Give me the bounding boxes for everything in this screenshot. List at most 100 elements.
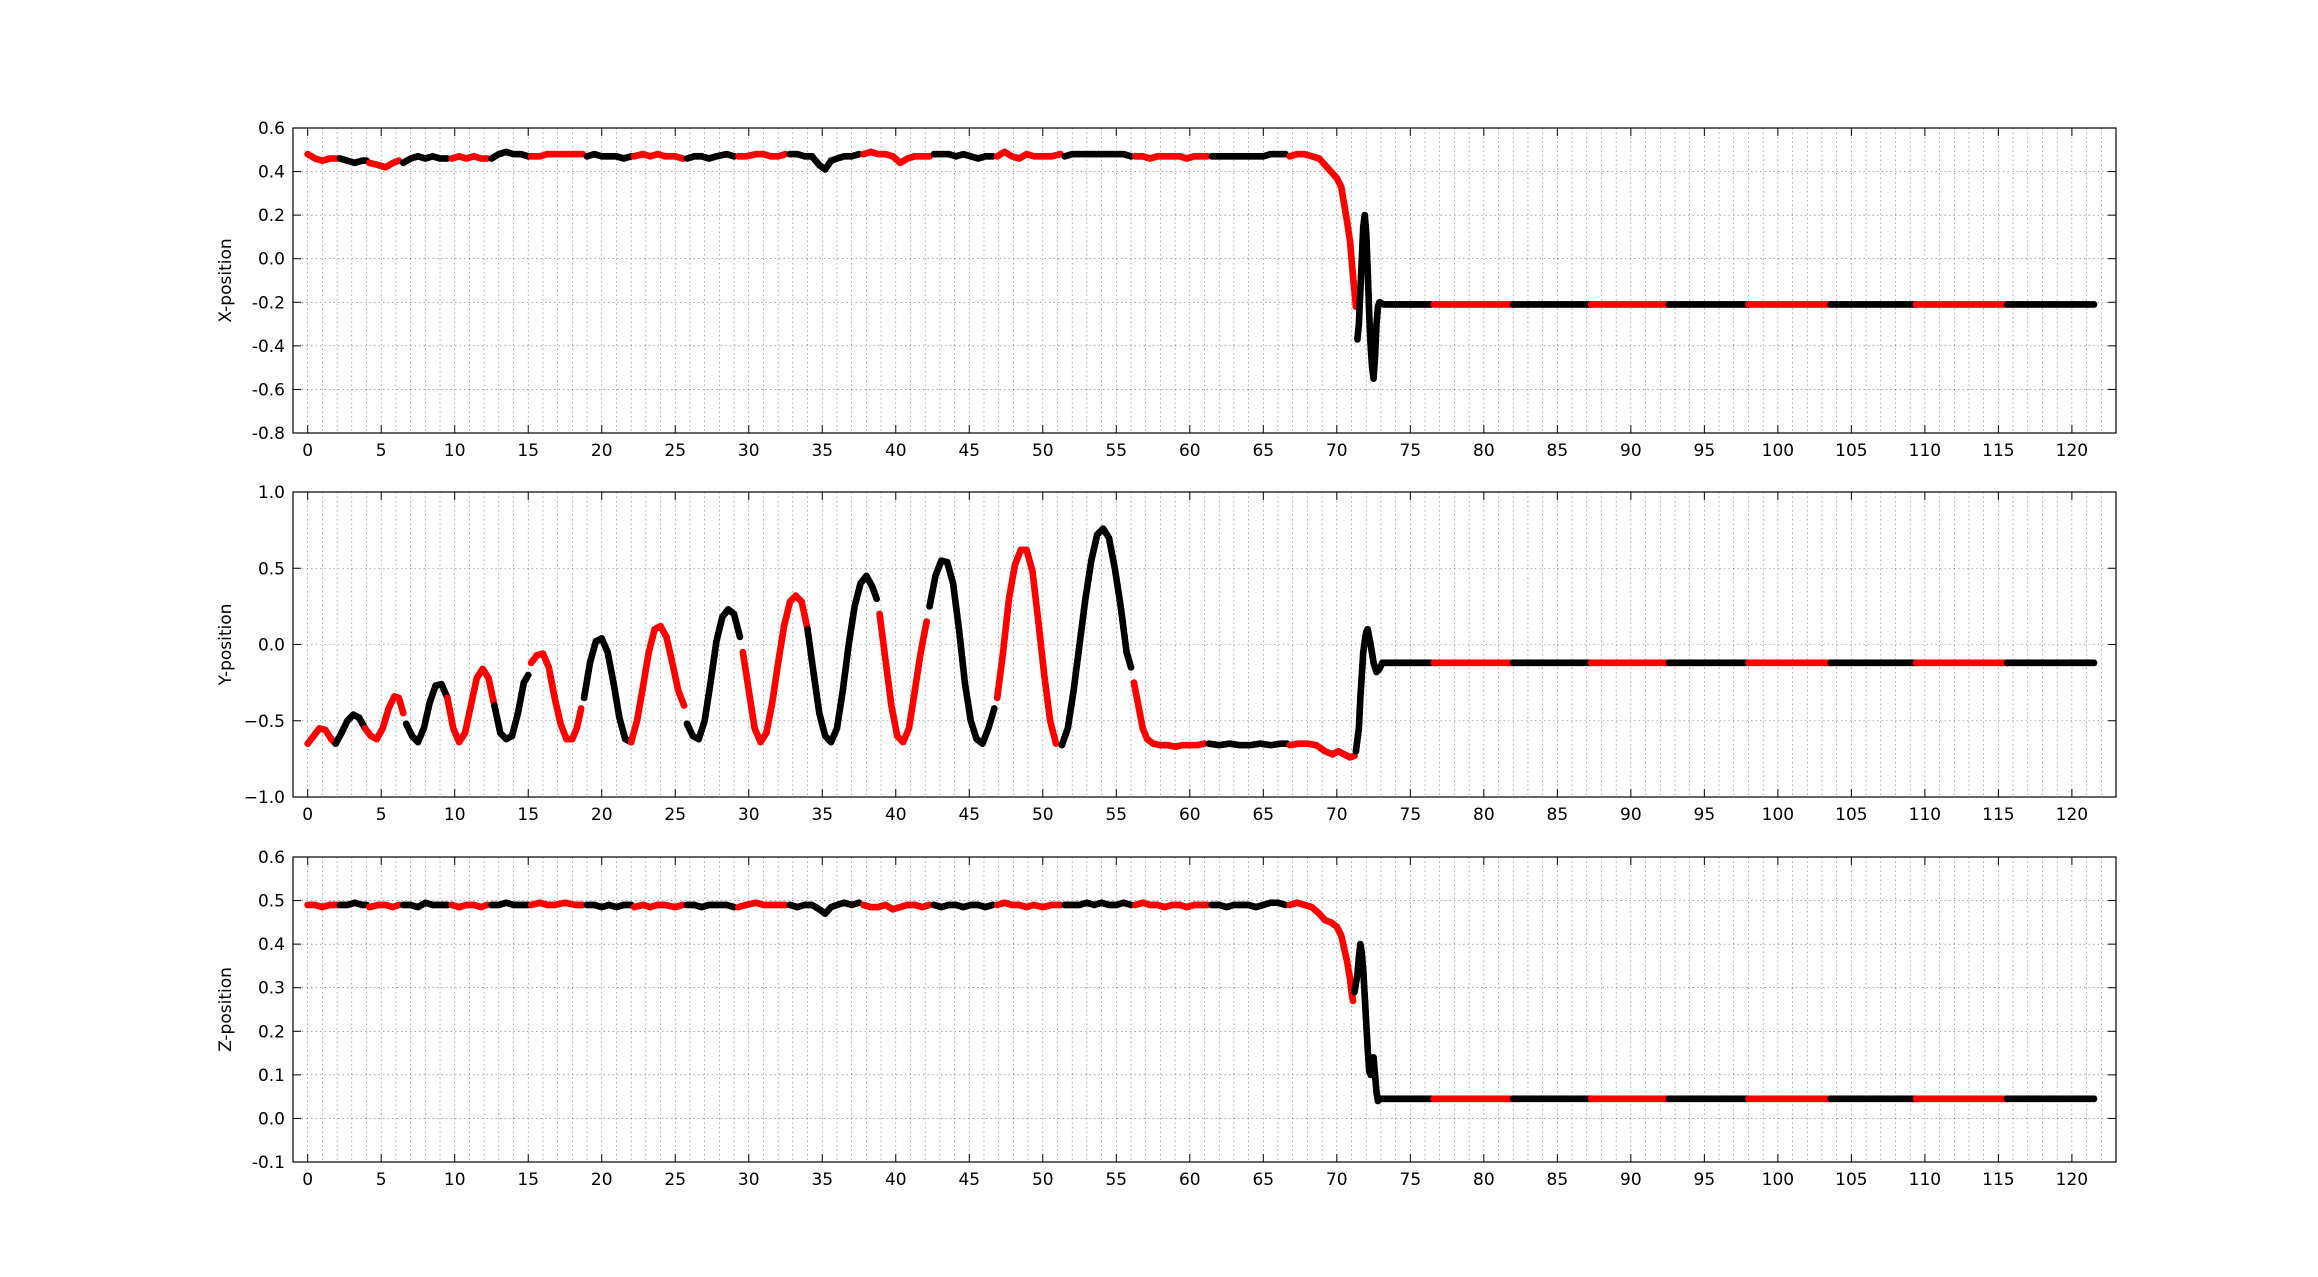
x-position-x-tick-label: 10 [444,441,466,461]
z-position-x-tick-label: 60 [1179,1170,1201,1190]
z-position-x-tick-label: 70 [1326,1170,1348,1190]
z-position-point [1349,997,1357,1005]
x-position-y-tick-label: -0.6 [252,380,285,400]
z-position-x-tick-label: 100 [1762,1170,1794,1190]
z-position-x-tick-label: 30 [738,1170,760,1190]
x-position-segment [1827,301,1920,308]
z-position-x-tick-label: 55 [1105,1170,1127,1190]
y-position-point [873,595,881,603]
x-position-segment [1509,301,1595,308]
x-position-y-axis: 0.6 0.4 0.2 0.0 -0.2 -0.4 -0.6 -0.8 [252,119,2116,444]
x-position-series [304,148,2098,382]
z-position-x-tick-label: 15 [517,1170,539,1190]
y-position-point [990,705,998,712]
z-position-y-tick-label: 0.5 [258,892,285,912]
y-position-segment [361,692,407,743]
z-position-x-tick-label: 50 [1032,1170,1054,1190]
z-position-segment [1745,1095,1835,1103]
z-position-x-tick-label: 65 [1252,1170,1274,1190]
z-position-y-tick-label: 0.4 [258,935,285,955]
z-position-x-tick-label: 85 [1547,1170,1569,1190]
y-position-segment [332,711,369,748]
y-position-segment [1509,659,1595,667]
z-position-x-tick-label: 75 [1400,1170,1422,1190]
y-position-y-tick-label: 0.0 [258,636,285,656]
x-position-segment [1286,150,1360,311]
y-position-x-tick-label: 75 [1400,805,1422,825]
x-position-x-tick-label: 5 [376,441,387,461]
x-position-segment [1587,301,1673,308]
x-position-segment [2003,301,2098,308]
z-position-x-tick-label: 90 [1620,1170,1642,1190]
y-position-x-tick-label: 70 [1326,805,1348,825]
z-position-segment [2003,1095,2098,1103]
y-position-x-tick-label: 35 [811,805,833,825]
z-position-segment [1509,1095,1595,1103]
x-position-y-tick-label: -0.8 [252,424,285,444]
x-position-segment [1132,152,1211,162]
z-position-x-tick-label: 110 [1909,1170,1941,1190]
y-position-segment [2003,659,2098,667]
x-position-y-tick-label: 0.4 [258,163,285,183]
x-position-x-tick-label: 35 [811,441,833,461]
x-position-segment [786,150,863,173]
y-position-segment [1587,659,1673,667]
x-position-segment [1430,301,1517,308]
y-position-segment [1430,659,1517,667]
z-position-x-tick-label: 0 [302,1170,313,1190]
y-position-point [680,702,688,709]
x-position-y-tick-label: 0.6 [258,119,285,139]
y-position-point [736,633,744,641]
y-position-x-tick-label: 30 [738,805,760,825]
x-position-y-tick-label: -0.4 [252,337,285,357]
x-position-x-tick-label: 60 [1179,441,1201,461]
y-position-point [2090,659,2098,667]
x-position-x-tick-label: 70 [1326,441,1348,461]
y-position-series [304,525,2098,761]
x-position-grid [292,127,2117,434]
z-position-segment [1587,1095,1673,1103]
y-position-x-tick-label: 105 [1835,805,1867,825]
z-position-x-tick-label: 120 [2056,1170,2088,1190]
x-position-x-tick-label: 55 [1105,441,1127,461]
y-position-segment [1745,659,1835,667]
x-position-x-tick-label: 30 [738,441,760,461]
y-position-x-tick-label: 90 [1620,805,1642,825]
y-position-x-tick-label: 120 [2056,805,2088,825]
y-position-x-tick-label: 60 [1179,805,1201,825]
x-position-x-tick-label: 115 [1982,441,2014,461]
y-position-grid [292,491,2117,798]
x-position-segment [366,157,403,171]
y-position-y-axis-label: Y-position [216,604,236,687]
x-position-x-tick-label: 0 [302,441,313,461]
x-position-x-tick-label: 25 [664,441,686,461]
x-position-x-tick-label: 50 [1032,441,1054,461]
y-position-x-tick-label: 0 [302,805,313,825]
x-position-segment [993,148,1064,162]
x-position-x-tick-label: 90 [1620,441,1642,461]
z-position-x-tick-label: 105 [1835,1170,1867,1190]
y-position-x-tick-label: 5 [376,805,387,825]
y-position-segment [1827,659,1920,667]
y-position-point [524,671,532,679]
x-position-segment [1354,211,1435,382]
x-position-segment [930,150,997,162]
y-position-y-tick-label: −1.0 [244,788,285,808]
x-position-segment [583,150,635,162]
x-position-x-tick-label: 80 [1473,441,1495,461]
x-position-segment [683,150,738,162]
z-position-segment [1827,1095,1920,1103]
x-position-x-tick-label: 85 [1547,441,1569,461]
x-position-y-axis-label: X-position [216,238,236,322]
x-position-x-tick-label: 15 [517,441,539,461]
x-position-x-tick-label: 75 [1400,441,1422,461]
z-position-segment [1912,1095,2011,1103]
z-position-x-tick-label: 10 [444,1170,466,1190]
x-position-segment [448,152,491,162]
z-position-y-tick-label: 0.3 [258,979,285,999]
x-position-x-axis: 0 5 10 15 20 25 30 35 40 45 50 55 60 65 70 75 80 85 90 95 10… [302,128,2088,461]
y-position-panel: 0 5 10 15 20 25 30 35 40 45 50 55 60 65 70 75 80 85 90 95 10… [216,483,2117,825]
y-position-segment [527,650,585,743]
z-position-segment [1665,1095,1752,1103]
